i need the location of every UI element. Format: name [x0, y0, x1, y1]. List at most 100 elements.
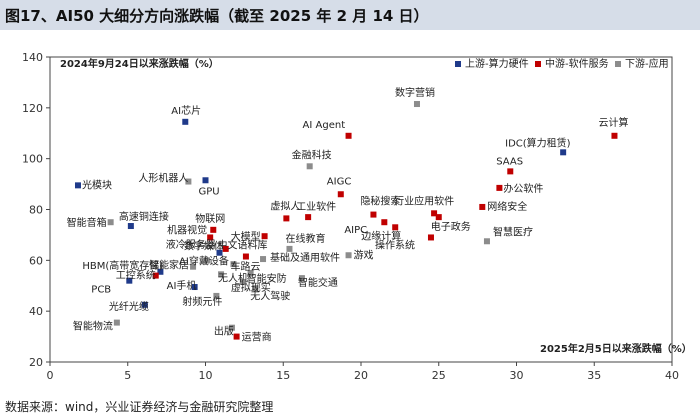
data-point: [306, 163, 313, 170]
chart-marks: [74, 101, 618, 340]
data-point: [435, 214, 442, 221]
legend-swatch: [615, 61, 621, 67]
data-point: [190, 263, 197, 270]
x-tick-label: 25: [432, 369, 446, 382]
data-point: [247, 270, 254, 277]
data-point: [286, 245, 293, 252]
data-point: [337, 191, 344, 198]
x-tick-label: 40: [665, 369, 679, 382]
point-label: 数字媒体: [184, 240, 224, 253]
data-point: [496, 184, 503, 191]
legend-swatch: [455, 61, 461, 67]
data-point: [107, 219, 114, 226]
point-label: 智慧医疗: [493, 225, 533, 238]
x-axis-note: 2025年2月5日以来涨跌幅（%）: [540, 342, 692, 355]
data-point: [345, 132, 352, 139]
title-bar: 图17、AI50 大细分方向涨跌幅（截至 2025 年 2 月 14 日）: [0, 0, 700, 30]
point-label: 智能音箱: [67, 216, 107, 229]
point-label: SAAS: [496, 156, 523, 167]
chart-legend: 上游-算力硬件 中游-软件服务 下游-应用: [455, 57, 669, 70]
point-label: 智能物流: [73, 320, 113, 333]
data-point: [216, 249, 223, 256]
point-label: 电子政务: [431, 220, 471, 233]
point-label: 边缘计算: [361, 229, 401, 242]
point-label: 智能交通: [298, 276, 338, 289]
data-point: [185, 178, 192, 185]
point-label: 车路云: [230, 260, 260, 273]
point-label: 中文语料库: [217, 239, 267, 252]
y-tick-label: 80: [29, 204, 43, 217]
point-label: 光纤光缆: [109, 300, 149, 313]
point-label: AIGC: [327, 176, 352, 187]
point-label: 液冷服务器: [166, 238, 216, 251]
data-point: [507, 168, 514, 175]
data-point: [210, 226, 217, 233]
chart-title: 图17、AI50 大细分方向涨跌幅（截至 2025 年 2 月 14 日）: [5, 7, 429, 25]
point-label: 云计算: [598, 116, 628, 129]
point-label: AI Agent: [303, 120, 346, 131]
data-point: [242, 253, 249, 260]
data-point: [560, 149, 567, 156]
data-point: [381, 219, 388, 226]
legend-swatch: [535, 61, 541, 67]
point-label: 基础及通用软件: [270, 251, 340, 264]
point-label: 智能安防: [247, 272, 287, 285]
data-point: [230, 261, 237, 268]
point-label: 在线教育: [285, 232, 325, 245]
data-point: [392, 224, 399, 231]
point-label: PCB: [91, 285, 111, 296]
data-point: [611, 132, 618, 139]
point-label: 游戏: [354, 248, 374, 261]
point-label: 大模型: [231, 230, 261, 243]
y-axis-note: 2024年9月24日以来涨跌幅（%）: [60, 57, 219, 70]
data-point: [239, 278, 246, 285]
point-label: 智能家居: [149, 259, 189, 272]
point-label: 无人机: [218, 271, 248, 284]
point-label: 工业软件: [296, 200, 336, 213]
point-label: 工控系统: [116, 269, 156, 282]
data-point: [413, 101, 420, 108]
legend-label: 中游-软件服务: [545, 57, 609, 70]
x-tick-label: 0: [47, 369, 54, 382]
point-label: 虚拟现实: [231, 281, 271, 294]
source-note: 数据来源：wind，兴业证券经济与金融研究院整理: [5, 400, 274, 414]
y-tick-label: 140: [22, 51, 43, 64]
data-point: [113, 319, 120, 326]
y-tick-label: 100: [22, 153, 43, 166]
plot-frame: [49, 56, 673, 363]
data-point: [126, 277, 133, 284]
data-point: [202, 177, 209, 184]
data-point: [74, 182, 81, 189]
y-tick-label: 60: [29, 254, 43, 267]
data-point: [479, 203, 486, 210]
point-label: AIPC: [344, 225, 367, 236]
point-label: AI手机: [167, 279, 197, 292]
x-tick-label: 15: [276, 369, 290, 382]
point-label: AI芯片: [171, 104, 201, 117]
point-label: 隐秘搜索: [360, 195, 400, 208]
data-point: [204, 257, 211, 264]
point-label: 金融科技: [292, 148, 332, 161]
data-point: [370, 211, 377, 218]
point-label: 虚拟人: [270, 199, 300, 212]
point-label: 网络安全: [487, 200, 527, 213]
y-tick-label: 120: [22, 102, 43, 115]
data-point: [233, 333, 240, 340]
data-point: [305, 214, 312, 221]
point-label: 机器视觉: [167, 223, 207, 236]
point-label: 光模块: [82, 178, 112, 191]
data-point: [431, 210, 438, 217]
data-point: [207, 234, 214, 241]
data-point: [157, 268, 164, 275]
point-label: 人形机器人: [138, 172, 188, 185]
data-point: [152, 272, 159, 279]
x-tick-label: 5: [124, 369, 131, 382]
data-point: [427, 234, 434, 241]
data-point: [283, 215, 290, 222]
point-label: 无人驾驶: [250, 289, 290, 302]
point-label: 运营商: [242, 331, 272, 344]
data-point: [218, 271, 225, 278]
data-point: [222, 245, 229, 252]
x-tick-label: 20: [354, 369, 368, 382]
